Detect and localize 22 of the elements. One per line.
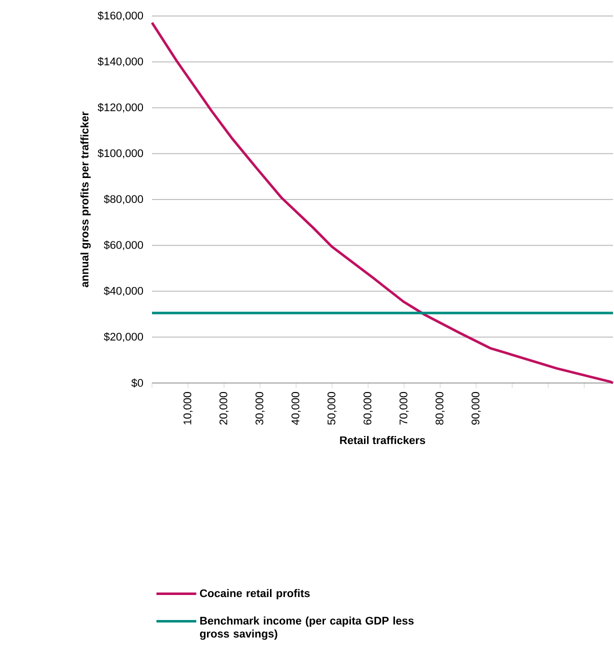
- y-tick-label: $140,000: [98, 57, 143, 67]
- x-tick-label: 80,000: [435, 392, 445, 425]
- x-tick-label: 10,000: [183, 392, 192, 424]
- y-tick-label: $0: [131, 378, 143, 388]
- legend-label: Benchmark income (per capita GDP less gross savings): [200, 616, 414, 640]
- y-tick-label: $40,000: [104, 286, 143, 296]
- y-tick-label: $100,000: [98, 148, 143, 158]
- y-axis-title: annual gross profits per trafficker: [80, 112, 91, 288]
- x-tick-label: 50,000: [327, 392, 336, 425]
- x-tick-label: 90,000: [471, 392, 481, 425]
- x-axis-title: Retail traffickers: [340, 436, 425, 444]
- y-tick-label: $160,000: [98, 11, 143, 21]
- y-tick-label: $80,000: [104, 194, 143, 204]
- x-tick-label: 30,000: [255, 392, 264, 425]
- y-tick-label: $120,000: [98, 102, 143, 113]
- x-tick-label: 40,000: [291, 392, 300, 425]
- x-tick-label: 60,000: [363, 392, 373, 425]
- y-tick-label: $60,000: [104, 240, 143, 250]
- legend-label: Cocaine retail profits: [200, 589, 310, 600]
- x-tick-label: 70,000: [399, 392, 409, 425]
- y-tick-label: $20,000: [104, 332, 143, 342]
- x-tick-label: 20,000: [219, 392, 228, 425]
